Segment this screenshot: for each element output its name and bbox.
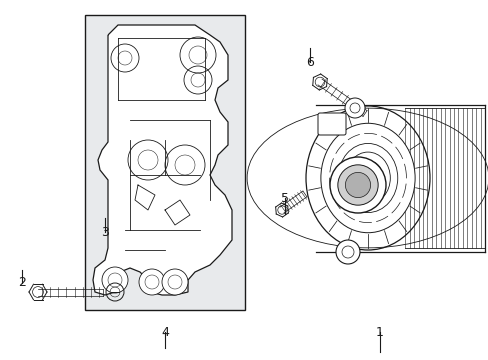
Circle shape <box>162 269 187 295</box>
Circle shape <box>345 98 364 118</box>
PathPatch shape <box>93 25 231 295</box>
Text: 3: 3 <box>101 225 109 239</box>
Circle shape <box>139 269 164 295</box>
Text: 6: 6 <box>305 55 313 68</box>
FancyBboxPatch shape <box>317 113 346 135</box>
Ellipse shape <box>320 123 414 233</box>
Circle shape <box>329 157 385 213</box>
Circle shape <box>102 267 128 293</box>
Text: 4: 4 <box>161 325 168 338</box>
Text: 5: 5 <box>281 192 288 204</box>
Text: 2: 2 <box>18 276 26 289</box>
Ellipse shape <box>338 143 397 212</box>
Circle shape <box>345 172 370 198</box>
Text: 1: 1 <box>375 325 383 338</box>
Circle shape <box>337 165 377 205</box>
Bar <box>85 15 244 310</box>
Circle shape <box>335 240 359 264</box>
Ellipse shape <box>305 106 429 250</box>
Ellipse shape <box>345 152 389 204</box>
Ellipse shape <box>352 161 382 195</box>
